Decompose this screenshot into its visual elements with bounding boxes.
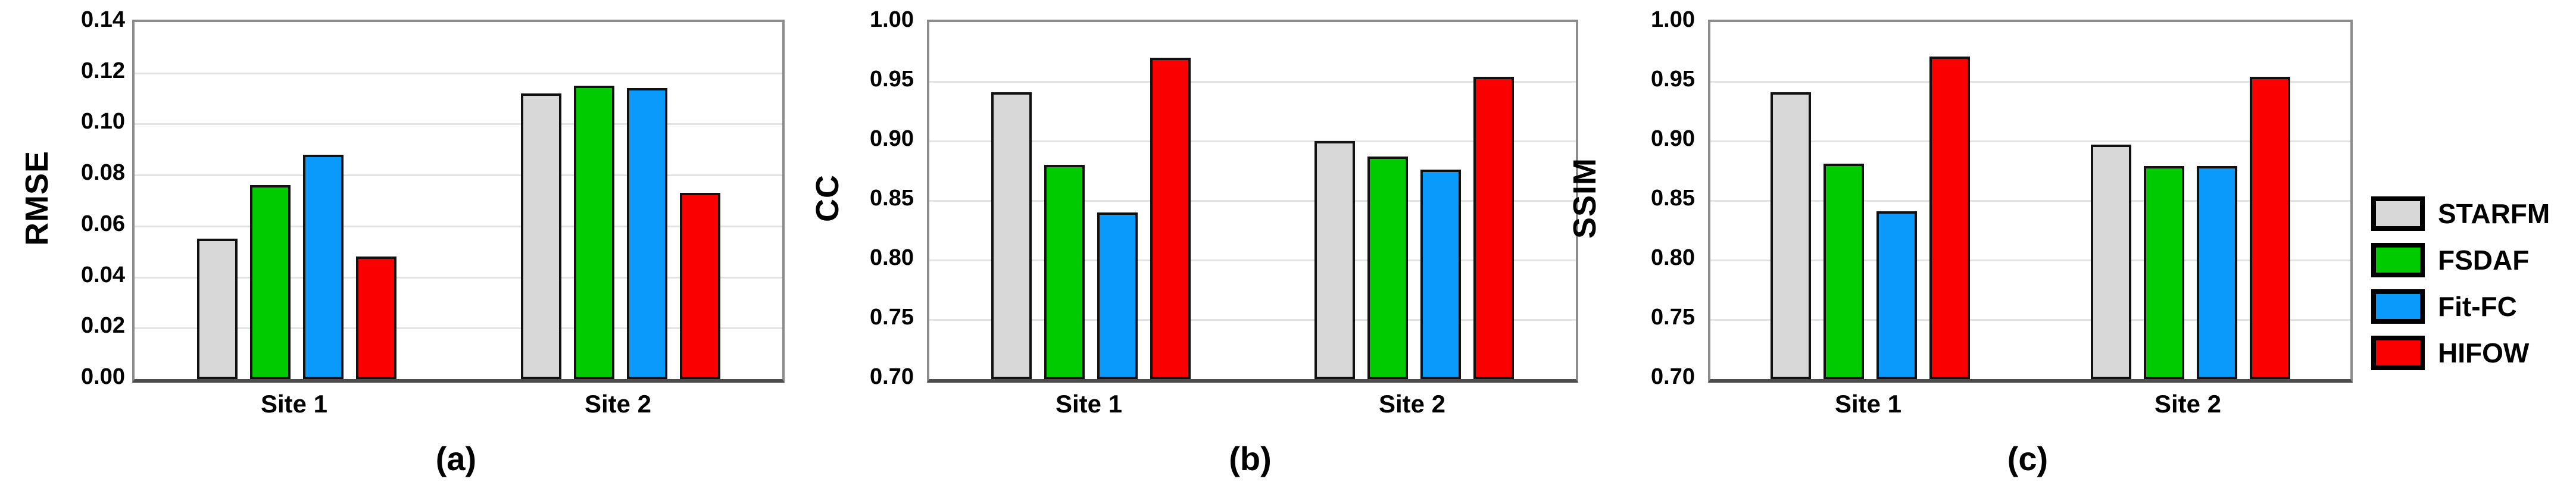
y-tick-label: 0.75: [1651, 305, 1695, 330]
y-tick-label: 0.00: [81, 364, 125, 389]
y-tick-label: 1.00: [1651, 7, 1695, 32]
bar-fsdaf-site-1: [1044, 165, 1085, 379]
gridline: [1710, 319, 2350, 321]
y-tick-label: 0.70: [870, 364, 914, 389]
bar-starfm-site-2: [521, 93, 561, 379]
x-category-label: Site 2: [2154, 390, 2222, 418]
y-tick-label: 0.80: [1651, 245, 1695, 270]
gridline: [135, 123, 782, 126]
bar-starfm-site-1: [991, 92, 1032, 379]
y-tick-label: 0.04: [81, 262, 125, 287]
legend-swatch-fsdaf: [2371, 243, 2425, 277]
bar-fsdaf-site-2: [574, 86, 614, 379]
y-axis-ticks: 0.14 0.12 0.10 0.08 0.06 0.04 0.02 0.00: [18, 7, 125, 389]
y-tick-label: 0.02: [81, 313, 125, 339]
x-axis-categories: Site 1 Site 2: [132, 387, 780, 423]
y-tick-label: 0.10: [81, 109, 125, 135]
bar-starfm-site-1: [197, 239, 238, 379]
legend: STARFM FSDAF Fit-FC HIFOW: [2366, 196, 2576, 381]
x-category-label: Site 2: [1378, 390, 1446, 418]
legend-item-hifow: HIFOW: [2366, 336, 2576, 370]
y-tick-label: 0.08: [81, 160, 125, 186]
bar-fit-fc-site-1: [1876, 211, 1917, 379]
panel-caption-c: (c): [2007, 440, 2049, 477]
y-axis-title-ssim: SSIM: [1567, 157, 1603, 239]
legend-swatch-hifow: [2371, 336, 2425, 370]
gridline: [929, 140, 1576, 142]
gridline: [929, 200, 1576, 202]
legend-item-fsdaf: FSDAF: [2366, 243, 2576, 277]
y-tick-label: 0.75: [870, 305, 914, 330]
plot-area-cc: [927, 20, 1578, 383]
y-tick-label: 0.80: [870, 245, 914, 270]
legend-label: HIFOW: [2438, 337, 2530, 368]
bar-starfm-site-2: [2091, 145, 2131, 379]
x-axis-categories: Site 1 Site 2: [927, 387, 1573, 423]
y-tick-label: 0.12: [81, 58, 125, 83]
bar-hifow-site-1: [356, 257, 396, 379]
y-tick-label: 0.70: [1651, 364, 1695, 389]
bar-fit-fc-site-2: [627, 88, 667, 379]
x-category-label: Site 1: [1055, 390, 1123, 418]
y-tick-label: 0.85: [870, 186, 914, 211]
gridline: [929, 81, 1576, 83]
bar-fit-fc-site-2: [1420, 170, 1461, 379]
y-tick-label: 1.00: [870, 7, 914, 32]
bar-hifow-site-2: [680, 193, 720, 379]
x-category-label: Site 2: [584, 390, 652, 418]
gridline: [1710, 140, 2350, 142]
bar-starfm-site-2: [1314, 141, 1355, 379]
gridline: [929, 319, 1576, 321]
legend-label: Fit-FC: [2438, 291, 2517, 322]
y-tick-label: 0.90: [1651, 126, 1695, 151]
gridline: [135, 276, 782, 279]
bar-hifow-site-1: [1929, 57, 1970, 379]
plot-area-rmse: [132, 20, 785, 383]
y-axis-ticks: 1.00 0.95 0.90 0.85 0.80 0.75 0.70: [1598, 7, 1695, 389]
bar-fsdaf-site-2: [1367, 157, 1408, 379]
bar-fit-fc-site-1: [1097, 212, 1138, 379]
y-tick-label: 0.06: [81, 211, 125, 236]
bar-fsdaf-site-1: [250, 185, 291, 379]
legend-item-starfm: STARFM: [2366, 196, 2576, 231]
x-axis-categories: Site 1 Site 2: [1708, 387, 2348, 423]
bar-fsdaf-site-2: [2144, 166, 2184, 379]
y-axis-ticks: 1.00 0.95 0.90 0.85 0.80 0.75 0.70: [813, 7, 914, 389]
gridline: [1710, 200, 2350, 202]
y-tick-label: 0.90: [870, 126, 914, 151]
bar-starfm-site-1: [1771, 92, 1811, 379]
gridline: [1710, 81, 2350, 83]
x-category-label: Site 1: [260, 390, 328, 418]
gridline: [135, 327, 782, 330]
panel-caption-b: (b): [1229, 440, 1272, 477]
bar-fit-fc-site-1: [303, 155, 344, 379]
y-tick-label: 0.85: [1651, 186, 1695, 211]
bar-fsdaf-site-1: [1824, 164, 1864, 379]
plot-area-ssim: [1708, 20, 2353, 383]
bar-fit-fc-site-2: [2197, 166, 2237, 379]
gridline: [929, 259, 1576, 261]
legend-item-fit-fc: Fit-FC: [2366, 289, 2576, 324]
bar-hifow-site-2: [2250, 77, 2290, 379]
legend-label: FSDAF: [2438, 245, 2530, 276]
y-tick-label: 0.95: [1651, 67, 1695, 92]
legend-swatch-starfm: [2371, 196, 2425, 231]
bar-hifow-site-2: [1473, 77, 1514, 379]
bar-hifow-site-1: [1150, 58, 1191, 379]
gridline: [1710, 259, 2350, 261]
legend-swatch-fit-fc: [2371, 289, 2425, 324]
x-category-label: Site 1: [1834, 390, 1902, 418]
panel-caption-a: (a): [435, 440, 477, 477]
y-tick-label: 0.14: [81, 7, 125, 32]
gridline: [135, 225, 782, 227]
y-tick-label: 0.95: [870, 67, 914, 92]
gridline: [135, 72, 782, 74]
gridline: [135, 174, 782, 177]
legend-label: STARFM: [2438, 198, 2550, 229]
